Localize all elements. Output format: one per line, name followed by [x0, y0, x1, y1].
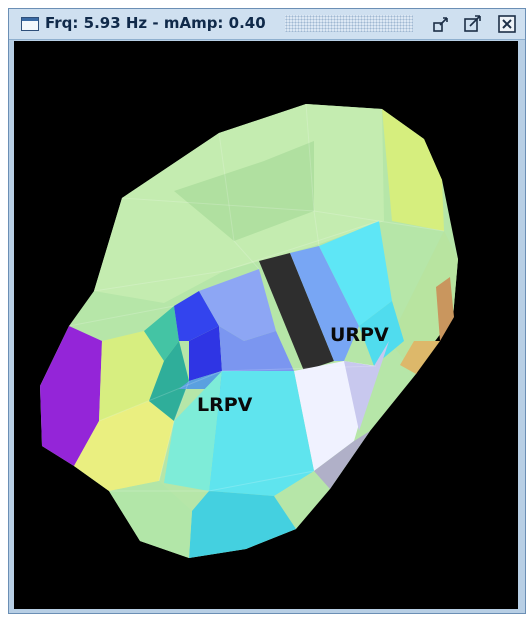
periwinkle-a [199, 269, 276, 341]
mesh-lines [68, 103, 445, 492]
cyan-right [319, 221, 392, 326]
label-urpv: URPV [330, 324, 389, 346]
right-edge [389, 231, 458, 374]
periwinkle-b [219, 326, 294, 371]
right-light [400, 341, 440, 374]
maximize-icon [464, 15, 481, 32]
title-bar[interactable]: Frq: 5.93 Hz - mAmp: 0.40 [9, 9, 525, 40]
lower-mint [109, 481, 192, 558]
blue-right-a [290, 246, 359, 361]
cyan-right-b [359, 301, 404, 366]
dark-band [259, 253, 334, 371]
teal-b [149, 341, 189, 421]
window-icon [21, 17, 39, 31]
blue-a [174, 291, 219, 341]
app-window: Frq: 5.93 Hz - mAmp: 0.40 [8, 8, 526, 614]
teal-a [144, 306, 179, 361]
blue-b [189, 326, 222, 381]
label-lrpv: LRPV [197, 394, 253, 416]
render-viewport[interactable]: URPV LRPV [14, 41, 518, 609]
atrium-3d-model[interactable] [14, 41, 518, 609]
lower-lavender [344, 341, 389, 431]
close-button[interactable] [497, 14, 517, 34]
left-yellow-b [74, 401, 174, 491]
lower-gray [314, 431, 370, 489]
lower-cyan-c [189, 491, 296, 558]
upper-wall-shade [174, 141, 314, 241]
lower-cyan-a [209, 371, 314, 496]
window-title: Frq: 5.93 Hz - mAmp: 0.40 [45, 14, 266, 32]
lower-cyan-b [164, 371, 222, 491]
minimize-icon [433, 17, 448, 32]
close-icon [498, 15, 516, 33]
left-purple [40, 326, 102, 466]
maximize-button[interactable] [463, 14, 483, 34]
right-orange [436, 277, 454, 341]
minimize-button[interactable] [431, 14, 451, 34]
left-yellow-a [99, 331, 164, 421]
upper-right-yellow [382, 109, 444, 231]
title-bar-grip[interactable] [285, 15, 413, 32]
